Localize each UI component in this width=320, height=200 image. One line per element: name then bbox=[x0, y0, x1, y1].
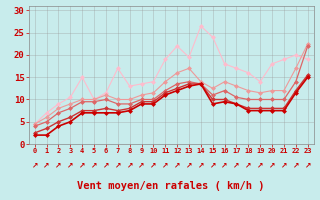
Text: ↗: ↗ bbox=[67, 160, 74, 170]
Text: ↗: ↗ bbox=[91, 160, 97, 170]
Text: ↗: ↗ bbox=[44, 160, 50, 170]
Text: ↗: ↗ bbox=[55, 160, 62, 170]
Text: ↗: ↗ bbox=[186, 160, 192, 170]
Text: ↗: ↗ bbox=[304, 160, 311, 170]
Text: ↗: ↗ bbox=[198, 160, 204, 170]
Text: ↗: ↗ bbox=[150, 160, 156, 170]
Text: ↗: ↗ bbox=[281, 160, 287, 170]
Text: ↗: ↗ bbox=[221, 160, 228, 170]
Text: ↗: ↗ bbox=[79, 160, 85, 170]
Text: ↗: ↗ bbox=[245, 160, 252, 170]
Text: ↗: ↗ bbox=[115, 160, 121, 170]
Text: ↗: ↗ bbox=[210, 160, 216, 170]
Text: ↗: ↗ bbox=[103, 160, 109, 170]
Text: Vent moyen/en rafales ( km/h ): Vent moyen/en rafales ( km/h ) bbox=[77, 181, 265, 191]
Text: ↗: ↗ bbox=[292, 160, 299, 170]
Text: ↗: ↗ bbox=[32, 160, 38, 170]
Text: ↗: ↗ bbox=[162, 160, 168, 170]
Text: ↗: ↗ bbox=[257, 160, 263, 170]
Text: ↗: ↗ bbox=[174, 160, 180, 170]
Text: ↗: ↗ bbox=[269, 160, 275, 170]
Text: ↗: ↗ bbox=[138, 160, 145, 170]
Text: ↗: ↗ bbox=[126, 160, 133, 170]
Text: ↗: ↗ bbox=[233, 160, 240, 170]
